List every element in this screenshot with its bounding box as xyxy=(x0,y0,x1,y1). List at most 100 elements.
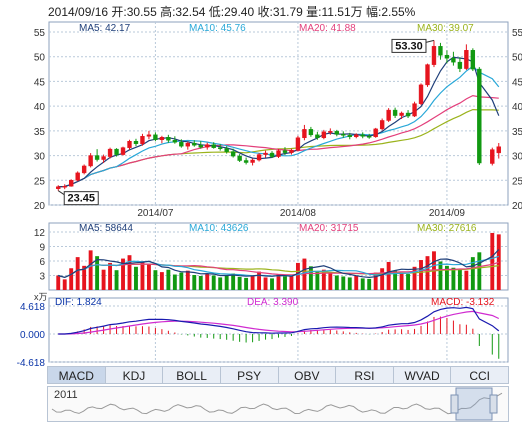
candle-body xyxy=(412,103,417,117)
price-tick-left: 25 xyxy=(34,176,46,187)
volume-bar xyxy=(121,258,125,290)
volume-legend-ma10: MA10: 43626 xyxy=(189,223,249,234)
navigator-overview[interactable] xyxy=(48,387,508,421)
volume-bar xyxy=(444,265,449,290)
price-ma20-line xyxy=(58,94,499,188)
navigator-right-handle[interactable] xyxy=(489,394,498,414)
volume-bar xyxy=(75,257,80,290)
volume-legend-ma20: MA20: 31715 xyxy=(299,223,359,234)
candle-body xyxy=(386,109,391,121)
candle-body xyxy=(56,186,61,189)
candle-body xyxy=(120,147,126,155)
candle-body xyxy=(159,137,165,141)
volume-bar xyxy=(69,268,74,290)
candle-body xyxy=(179,141,184,147)
ohlc-header: 2014/09/16 开:30.55 高:32.54 低:29.40 收:31.… xyxy=(48,5,416,19)
volume-bar xyxy=(308,266,313,290)
volume-bar xyxy=(354,275,359,290)
indicator-tabs: MACD KDJ BOLL PSY OBV RSI WVAD CCI xyxy=(47,366,509,384)
candle-body xyxy=(172,139,178,143)
tab-boll[interactable]: BOLL xyxy=(163,366,221,384)
volume-bar xyxy=(250,275,255,290)
navigator-left-handle[interactable] xyxy=(450,394,459,414)
price-tick-left: 50 xyxy=(34,53,46,64)
volume-bar xyxy=(101,269,106,290)
volume-bar xyxy=(334,275,339,290)
volume-bar xyxy=(270,278,274,290)
candle-body xyxy=(256,154,262,161)
candle-body xyxy=(81,165,87,174)
tab-cci[interactable]: CCI xyxy=(451,366,509,384)
volume-bar xyxy=(62,279,67,290)
price-tick-left: 35 xyxy=(34,127,46,138)
candle-body xyxy=(146,134,152,137)
candle-body xyxy=(250,159,255,163)
candle-body xyxy=(328,131,333,133)
high-marker-label: 53.30 xyxy=(395,40,423,52)
candle-body xyxy=(399,112,404,116)
volume-bar xyxy=(360,278,365,290)
price-tick-right: 20 xyxy=(512,201,522,212)
kline-chart[interactable]: 20 20 25 25 30 30 35 35 40 40 45 45 50 50 55 55 2014/07 2… xyxy=(0,0,522,369)
candle-body xyxy=(205,144,210,148)
candle-body xyxy=(334,131,339,135)
price-tick-left: 40 xyxy=(34,102,46,113)
date-label: 2014/07 xyxy=(137,208,174,219)
volume-bar xyxy=(211,275,216,290)
candle-body xyxy=(282,150,288,153)
volume-unit-label: x万 xyxy=(34,292,48,302)
tab-rsi[interactable]: RSI xyxy=(336,366,394,384)
candle-body xyxy=(431,46,437,65)
volume-legend-ma5: MA5: 58644 xyxy=(79,223,133,234)
candle-body xyxy=(477,68,482,164)
volume-bar xyxy=(477,252,482,290)
candle-body xyxy=(457,61,463,69)
volume-bar xyxy=(328,273,333,290)
macd-histogram-label: MACD: -3.132 xyxy=(431,297,495,308)
price-tick-right: 40 xyxy=(512,102,522,113)
candle-body xyxy=(133,140,139,144)
volume-bar xyxy=(140,261,145,290)
candle-body xyxy=(211,144,216,148)
tab-kdj[interactable]: KDJ xyxy=(105,366,164,384)
volume-bar xyxy=(108,262,113,290)
volume-tick: 6 xyxy=(39,257,45,268)
price-tick-right: 35 xyxy=(512,127,522,138)
navigator-window[interactable] xyxy=(455,387,493,421)
volume-bar xyxy=(276,274,281,290)
range-navigator[interactable]: 2011 xyxy=(47,386,509,422)
volume-bar xyxy=(283,276,287,290)
date-label: 2014/09 xyxy=(429,208,466,219)
candle-body xyxy=(243,160,249,163)
price-legend-ma5: MA5: 42.17 xyxy=(79,23,131,34)
candle-body xyxy=(354,134,359,138)
volume-bar xyxy=(192,275,197,290)
macd-tick: -4.618 xyxy=(17,358,46,366)
volume-bar xyxy=(457,268,462,290)
high-marker-pointer xyxy=(425,39,435,43)
volume-bar xyxy=(172,274,177,290)
volume-tick: 12 xyxy=(34,228,46,239)
candle-body xyxy=(347,135,352,138)
tab-wvad[interactable]: WVAD xyxy=(393,366,452,384)
candle-body xyxy=(490,149,495,164)
price-tick-left: 55 xyxy=(34,28,46,39)
volume-bar xyxy=(367,278,372,290)
low-marker-label: 23.45 xyxy=(67,193,95,205)
candle-body xyxy=(166,137,171,141)
candle-body xyxy=(392,109,398,116)
price-tick-left: 30 xyxy=(34,152,46,163)
tab-obv[interactable]: OBV xyxy=(278,366,337,384)
volume-bar xyxy=(127,255,132,290)
tab-psy[interactable]: PSY xyxy=(220,366,279,384)
volume-ma5-line xyxy=(58,249,500,279)
volume-bar xyxy=(412,266,417,290)
low-marker-pointer xyxy=(57,190,65,196)
candle-body xyxy=(140,136,145,144)
candle-body xyxy=(496,146,501,154)
volume-bar xyxy=(114,270,119,290)
tab-macd[interactable]: MACD xyxy=(47,366,106,384)
candle-body xyxy=(360,134,365,137)
macd-dea-line xyxy=(58,310,500,335)
